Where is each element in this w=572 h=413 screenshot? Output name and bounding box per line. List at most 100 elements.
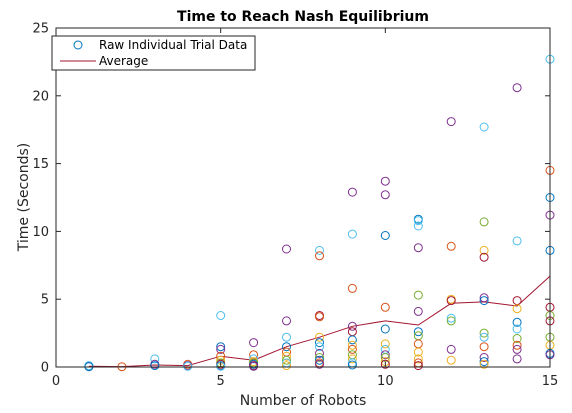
legend-label-raw-data: Raw Individual Trial Data (99, 38, 247, 52)
data-point (479, 342, 489, 352)
x-tick-label: 5 (217, 374, 225, 389)
data-point (413, 221, 423, 231)
data-point (446, 296, 456, 306)
data-point (446, 313, 456, 323)
axes (55, 27, 551, 368)
y-tick-label: 10 (32, 225, 49, 240)
data-point (380, 350, 390, 360)
average-layer (88, 275, 551, 368)
data-point (282, 351, 291, 361)
data-point (380, 353, 390, 362)
data-point (315, 245, 324, 255)
data-point (479, 353, 489, 362)
data-point (315, 353, 324, 362)
y-tick-label: 0 (41, 361, 49, 376)
data-point (512, 334, 522, 343)
data-point (347, 321, 357, 331)
data-point (249, 354, 259, 364)
y-tick-label: 5 (41, 293, 49, 308)
data-point (183, 361, 193, 371)
data-point (512, 340, 522, 350)
legend-marker-raw-data (73, 40, 83, 50)
data-point (479, 357, 489, 367)
data-point (413, 347, 423, 357)
data-point (315, 338, 324, 348)
data-point (512, 83, 522, 93)
data-point (380, 176, 390, 186)
data-point (347, 340, 357, 350)
data-point (282, 244, 291, 254)
data-point (282, 355, 291, 365)
data-point (479, 122, 489, 132)
data-point (446, 355, 456, 365)
legend-box (51, 35, 256, 71)
y-tick-label: 20 (32, 89, 49, 104)
data-point (479, 245, 489, 255)
data-point (413, 216, 423, 226)
data-point (150, 354, 160, 364)
axes-box (55, 27, 551, 368)
data-point (413, 361, 423, 371)
data-point (249, 338, 259, 348)
data-point (315, 342, 324, 352)
data-point (150, 361, 160, 371)
data-point (216, 311, 226, 320)
data-point (380, 339, 390, 349)
data-point (380, 324, 390, 334)
data-point (347, 283, 357, 293)
data-point (282, 361, 291, 371)
data-point (512, 354, 522, 364)
data-point (380, 359, 390, 369)
data-point (380, 231, 390, 240)
data-point (282, 332, 291, 342)
x-tick-label: 10 (377, 374, 394, 389)
data-point (446, 344, 456, 354)
data-point (479, 217, 489, 227)
data-point (446, 316, 456, 326)
data-point (413, 243, 423, 253)
data-point (512, 236, 522, 246)
data-point (512, 324, 522, 334)
data-point (446, 241, 456, 251)
tick-labels: 0 5 10 15 0 5 10 15 20 25 (32, 22, 558, 390)
data-point (315, 348, 324, 358)
y-tick-label: 15 (32, 157, 49, 172)
data-point (380, 190, 390, 200)
data-point (479, 328, 489, 338)
scatter-points (84, 54, 555, 372)
data-point (512, 317, 522, 327)
data-point (347, 187, 357, 197)
data-point (512, 344, 522, 354)
y-axis-label: Time (Seconds) (16, 143, 32, 252)
data-point (413, 306, 423, 316)
data-point (347, 360, 357, 370)
data-point (479, 252, 489, 262)
data-point (249, 361, 259, 371)
x-tick-label: 15 (542, 374, 559, 389)
data-point (479, 293, 489, 303)
data-point (347, 344, 357, 354)
data-point (315, 332, 324, 342)
x-axis-label: Number of Robots (240, 393, 367, 409)
x-tick-label: 0 (52, 374, 60, 389)
data-point (479, 332, 489, 342)
data-point (413, 290, 423, 300)
data-point (282, 316, 291, 326)
data-point (282, 342, 291, 352)
data-point (347, 354, 357, 364)
data-point (347, 229, 357, 239)
legend: Raw Individual Trial Data Average (51, 35, 256, 71)
data-point (446, 117, 456, 127)
data-point (315, 312, 324, 322)
data-point (216, 344, 226, 354)
data-point (413, 327, 423, 337)
data-point (315, 359, 324, 369)
data-point (479, 296, 489, 306)
y-tick-label: 25 (32, 22, 49, 37)
data-point (216, 342, 226, 352)
legend-label-average: Average (99, 54, 148, 68)
data-point (347, 335, 357, 345)
data-point (479, 359, 489, 369)
plot-area (56, 28, 550, 367)
